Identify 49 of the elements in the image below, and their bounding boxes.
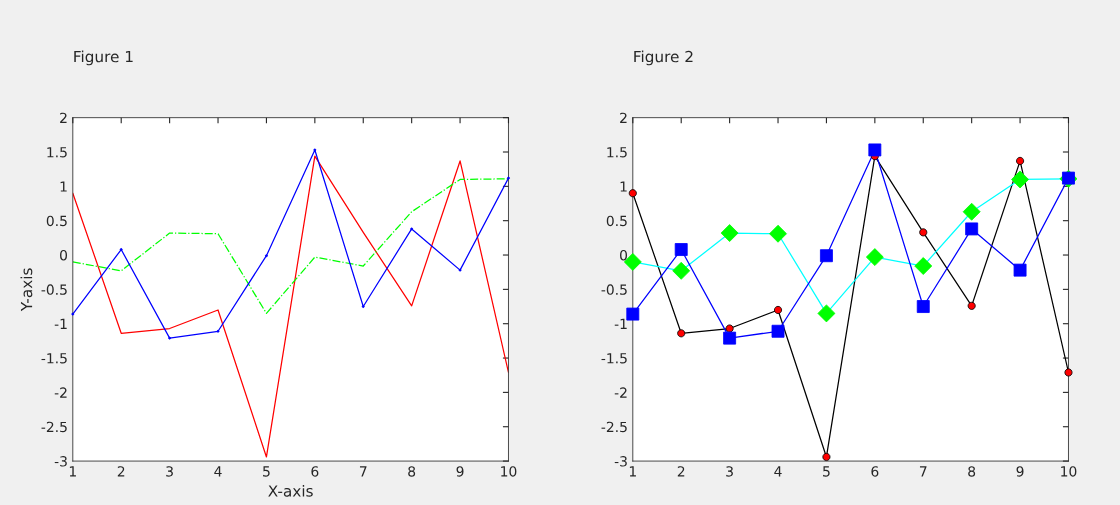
y-tick-label: 2 bbox=[60, 112, 67, 123]
x-tick-label: 1 bbox=[629, 466, 636, 477]
y-tick-label: -3 bbox=[614, 456, 627, 467]
x-tick-label: 8 bbox=[968, 466, 976, 477]
x-tick-label: 4 bbox=[214, 466, 222, 477]
y-tick-label: 2 bbox=[620, 112, 627, 123]
x-tick-label: 3 bbox=[726, 466, 733, 477]
x-tick-label: 9 bbox=[456, 466, 464, 477]
y-tick-label: 1.5 bbox=[47, 147, 67, 158]
chart-title: Figure 1 bbox=[74, 50, 133, 66]
line-series bbox=[71, 148, 510, 340]
x-tick-label: 9 bbox=[1016, 466, 1024, 477]
x-tick-label: 4 bbox=[774, 466, 782, 477]
x-tick-label: 10 bbox=[1061, 466, 1077, 477]
y-tick-label: -1 bbox=[54, 318, 67, 329]
y-tick-label: -2 bbox=[54, 387, 67, 398]
x-tick-label: 6 bbox=[871, 466, 879, 477]
x-tick-label: 3 bbox=[166, 466, 173, 477]
y-tick-label: 1 bbox=[620, 181, 627, 192]
y-tick-label: -1.5 bbox=[601, 353, 627, 364]
y-tick-label: -0.5 bbox=[41, 284, 67, 295]
line-series bbox=[72, 178, 509, 315]
y-tick-label: -1.5 bbox=[41, 353, 67, 364]
y-tick-label: -2.5 bbox=[601, 421, 627, 433]
x-tick-label: 5 bbox=[823, 466, 830, 477]
y-tick-label: 0.5 bbox=[46, 215, 67, 227]
x-tick-label: 1 bbox=[69, 466, 76, 477]
y-tick-label: 0.5 bbox=[606, 215, 627, 227]
line-series bbox=[72, 155, 509, 458]
x-tick-label: 6 bbox=[311, 466, 319, 477]
x-tick-label: 2 bbox=[677, 466, 685, 477]
y-tick-label: -3 bbox=[54, 456, 67, 467]
y-tick-label: 0 bbox=[60, 249, 68, 261]
y-tick-label: -2 bbox=[614, 387, 627, 398]
y-tick-label: 1.5 bbox=[607, 147, 627, 158]
x-tick-label: 5 bbox=[263, 466, 270, 477]
y-axis-title: Y-axis bbox=[20, 268, 33, 312]
chart-title: Figure 2 bbox=[634, 50, 693, 66]
x-axis-title: X-axis bbox=[268, 484, 313, 497]
x-tick-label: 2 bbox=[117, 466, 125, 477]
x-tick-label: 7 bbox=[359, 466, 367, 477]
y-tick-label: -0.5 bbox=[601, 284, 627, 295]
x-tick-label: 10 bbox=[501, 466, 517, 477]
y-tick-label: 1 bbox=[60, 181, 67, 192]
x-tick-label: 8 bbox=[408, 466, 416, 477]
y-tick-label: -2.5 bbox=[41, 421, 67, 433]
y-tick-label: -1 bbox=[614, 318, 627, 329]
x-tick-label: 7 bbox=[919, 466, 927, 477]
y-tick-label: 0 bbox=[620, 249, 628, 261]
